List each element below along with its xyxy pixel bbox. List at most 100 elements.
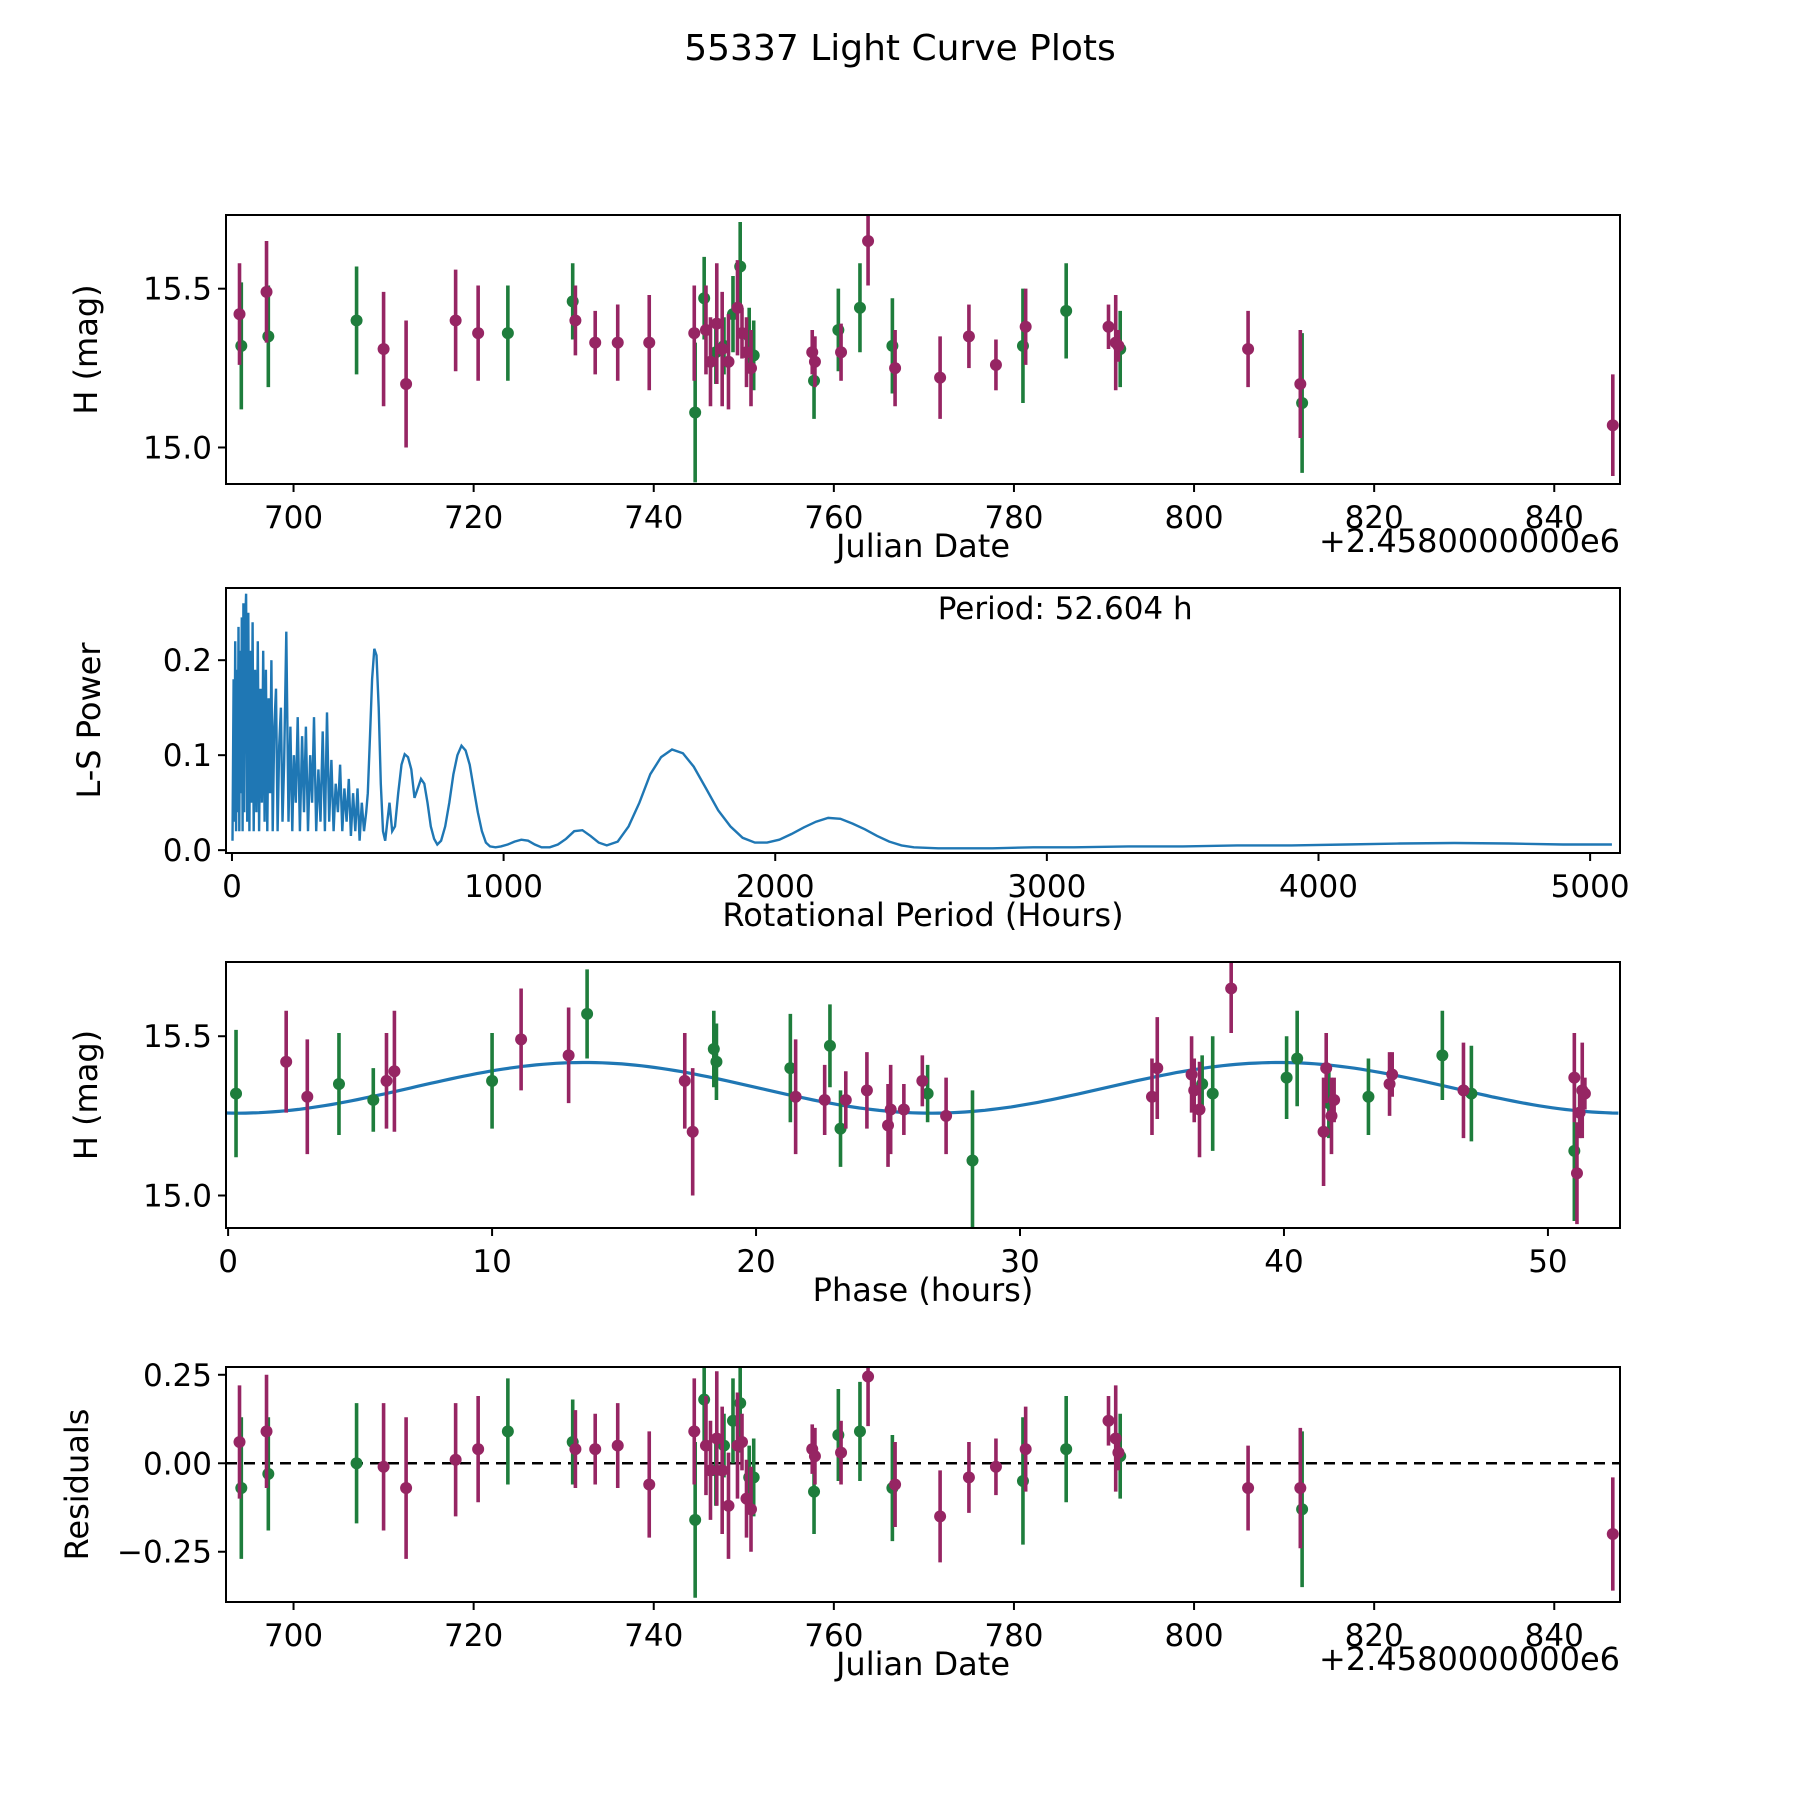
data-point: [1362, 1090, 1375, 1103]
data-point: [1019, 1443, 1032, 1456]
data-point: [699, 323, 712, 336]
data-point: [1291, 1052, 1304, 1065]
data-point: [688, 1425, 701, 1438]
data-point: [707, 1042, 720, 1055]
data-point: [806, 346, 819, 359]
data-point: [262, 330, 275, 343]
data-point: [1225, 982, 1238, 995]
data-point: [862, 235, 875, 248]
svg-text:40: 40: [1264, 1244, 1303, 1280]
svg-text:+2.4580000000e6: +2.4580000000e6: [1319, 522, 1620, 560]
data-point: [350, 314, 363, 327]
svg-text:0.25: 0.25: [143, 1358, 212, 1394]
svg-text:700: 700: [264, 500, 323, 536]
data-point: [1606, 1528, 1619, 1541]
data-point: [486, 1074, 499, 1087]
data-point: [716, 343, 729, 356]
data-point: [1280, 1071, 1293, 1084]
data-point: [1242, 343, 1255, 356]
data-point: [1112, 339, 1125, 352]
data-point: [689, 1513, 702, 1526]
svg-text:0.1: 0.1: [163, 738, 212, 774]
data-point: [1060, 1443, 1073, 1456]
svg-text:0.00: 0.00: [143, 1446, 212, 1482]
axes-frame: [225, 587, 1621, 854]
data-point: [731, 301, 744, 314]
data-point: [1570, 1167, 1583, 1180]
series-band-purple: [233, 215, 1619, 477]
data-point: [1060, 304, 1073, 317]
data-point: [823, 1039, 836, 1052]
data-point: [589, 336, 602, 349]
svg-text:H (mag): H (mag): [67, 284, 105, 414]
data-point: [260, 285, 273, 298]
data-point: [853, 1425, 866, 1438]
data-point: [1188, 1084, 1201, 1097]
svg-text:0.0: 0.0: [163, 833, 212, 869]
data-point: [501, 1425, 514, 1438]
data-point: [745, 362, 758, 375]
plot-residuals: 700 720 740 760 780 800 820 840 −0.25 0.00 0.25 Jul…: [58, 1358, 1621, 1683]
data-point: [710, 1055, 723, 1068]
svg-text:0: 0: [218, 1244, 238, 1280]
svg-text:L-S Power: L-S Power: [70, 642, 108, 799]
plot-area-periodogram: [231, 593, 1612, 850]
data-point: [643, 1478, 656, 1491]
axes-frame: [225, 961, 1621, 1229]
data-point: [1578, 1087, 1591, 1100]
axes-frame: [225, 1366, 1621, 1603]
svg-text:20: 20: [736, 1244, 775, 1280]
data-point: [839, 1093, 852, 1106]
data-point: [377, 1460, 390, 1473]
svg-text:3000: 3000: [1007, 869, 1086, 905]
data-point: [884, 1103, 897, 1116]
series-band-green: [235, 221, 1309, 483]
svg-text:740: 740: [624, 500, 683, 536]
data-point: [569, 1443, 582, 1456]
data-point: [889, 362, 902, 375]
data-point: [1317, 1125, 1330, 1138]
data-point: [1296, 397, 1309, 410]
data-point: [678, 1074, 691, 1087]
data-point: [1383, 1078, 1396, 1091]
data-point: [472, 1443, 485, 1456]
data-point: [472, 327, 485, 340]
svg-text:15.0: 15.0: [143, 1179, 212, 1215]
svg-text:820: 820: [1345, 1618, 1404, 1654]
data-point: [301, 1090, 314, 1103]
data-point: [1193, 1103, 1206, 1116]
data-point: [1436, 1049, 1449, 1062]
svg-text:H (mag): H (mag): [67, 1030, 105, 1160]
data-point: [1109, 1432, 1122, 1445]
data-point: [934, 1510, 947, 1523]
data-point: [745, 1503, 758, 1516]
data-point: [449, 1453, 462, 1466]
data-point: [377, 343, 390, 356]
series-band-purple: [280, 962, 1591, 1225]
data-point: [889, 1478, 902, 1491]
data-point: [1573, 1106, 1586, 1119]
data-point: [1320, 1062, 1333, 1075]
data-point: [1185, 1068, 1198, 1081]
svg-text:800: 800: [1164, 500, 1223, 536]
svg-text:Period: 52.604 h: Period: 52.604 h: [938, 591, 1193, 627]
data-point: [1328, 1093, 1341, 1106]
data-point: [921, 1087, 934, 1100]
data-point: [350, 1457, 363, 1470]
data-point: [1112, 1446, 1125, 1459]
data-point: [716, 1464, 729, 1477]
data-point: [1568, 1071, 1581, 1084]
data-point: [710, 317, 723, 330]
data-point: [1296, 1503, 1309, 1516]
svg-text:760: 760: [804, 1618, 863, 1654]
plot-phased-light-curve: 0 10 20 30 40 50 15.0 15.5 Phase (hours) H (mag): [67, 961, 1621, 1309]
plot-area-phased-light-curve: [226, 962, 1619, 1228]
series-band-green: [235, 1367, 1309, 1598]
data-point: [235, 1482, 248, 1495]
data-point: [235, 339, 248, 352]
svg-text:2000: 2000: [736, 869, 815, 905]
svg-text:840: 840: [1525, 1618, 1584, 1654]
plot-area-residuals: [226, 1367, 1620, 1598]
data-point: [643, 336, 656, 349]
